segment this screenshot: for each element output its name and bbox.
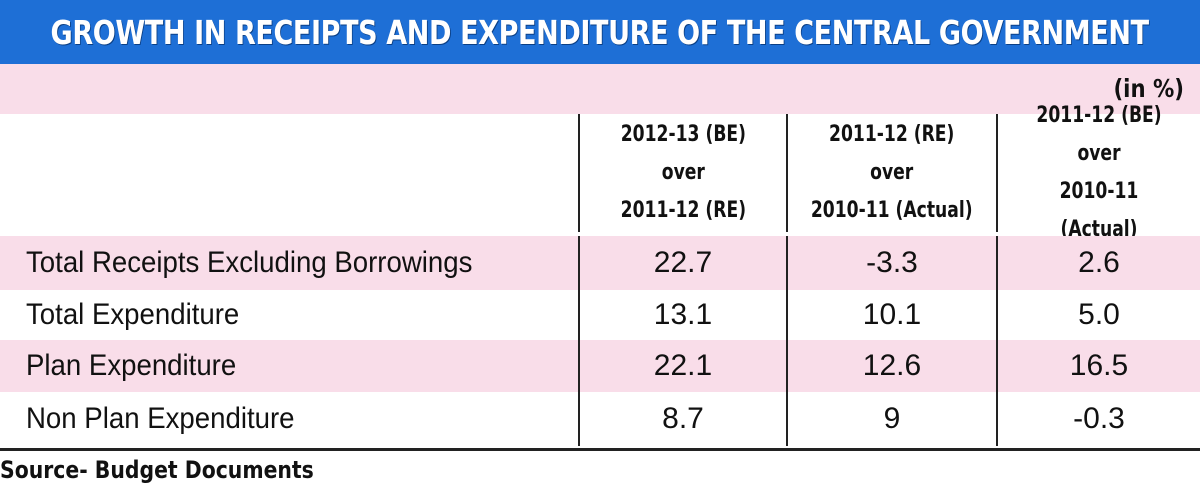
chart-title: GROWTH IN RECEIPTS AND EXPENDITURE OF TH… — [50, 12, 1150, 52]
row-label: Non Plan Expenditure — [26, 402, 295, 435]
table-row: Non Plan Expenditure 8.7 9 -0.3 — [0, 392, 1200, 446]
header-cell-1: 2012-13 (BE) over 2011-12 (RE) — [578, 114, 786, 232]
title-bar: GROWTH IN RECEIPTS AND EXPENDITURE OF TH… — [0, 0, 1200, 64]
table-row: Plan Expenditure 22.1 12.6 16.5 — [0, 340, 1200, 392]
cell-value: 22.7 — [653, 246, 713, 279]
cell-value: -0.3 — [1073, 402, 1125, 435]
bottom-rule — [0, 448, 1200, 451]
unit-row: (in %) — [0, 64, 1200, 114]
cell-value: 2.6 — [1078, 246, 1120, 279]
unit-label: (in %) — [1113, 74, 1184, 103]
row-label: Plan Expenditure — [26, 349, 237, 382]
cell-value: 9 — [883, 402, 901, 435]
cell-value: 12.6 — [862, 349, 922, 382]
cell-value: 16.5 — [1069, 349, 1129, 382]
cell-value: 5.0 — [1078, 298, 1120, 331]
data-table: 2012-13 (BE) over 2011-12 (RE) 2011-12 (… — [0, 103, 1200, 450]
column-header: 2011-12 (BE) over 2010-11 (Actual) — [1036, 103, 1162, 242]
table-row: Total Expenditure 13.1 10.1 5.0 — [0, 290, 1200, 340]
source-note: Source- Budget Documents — [0, 456, 314, 484]
header-cell-3: 2011-12 (BE) over 2010-11 (Actual) — [996, 103, 1200, 242]
column-header: 2012-13 (BE) over 2011-12 (RE) — [620, 122, 746, 223]
header-cell-label — [0, 114, 578, 232]
cell-value: -3.3 — [866, 246, 918, 279]
cell-value: 13.1 — [653, 298, 713, 331]
column-header: 2011-12 (RE) over 2010-11 (Actual) — [811, 122, 973, 223]
row-label: Total Receipts Excluding Borrowings — [26, 246, 473, 279]
table-row: Total Receipts Excluding Borrowings 22.7… — [0, 236, 1200, 290]
table-header-row: 2012-13 (BE) over 2011-12 (RE) 2011-12 (… — [0, 103, 1200, 242]
header-cell-2: 2011-12 (RE) over 2010-11 (Actual) — [786, 114, 996, 232]
cell-value: 10.1 — [862, 298, 922, 331]
cell-value: 22.1 — [653, 349, 713, 382]
row-label: Total Expenditure — [26, 298, 240, 331]
cell-value: 8.7 — [662, 402, 704, 435]
